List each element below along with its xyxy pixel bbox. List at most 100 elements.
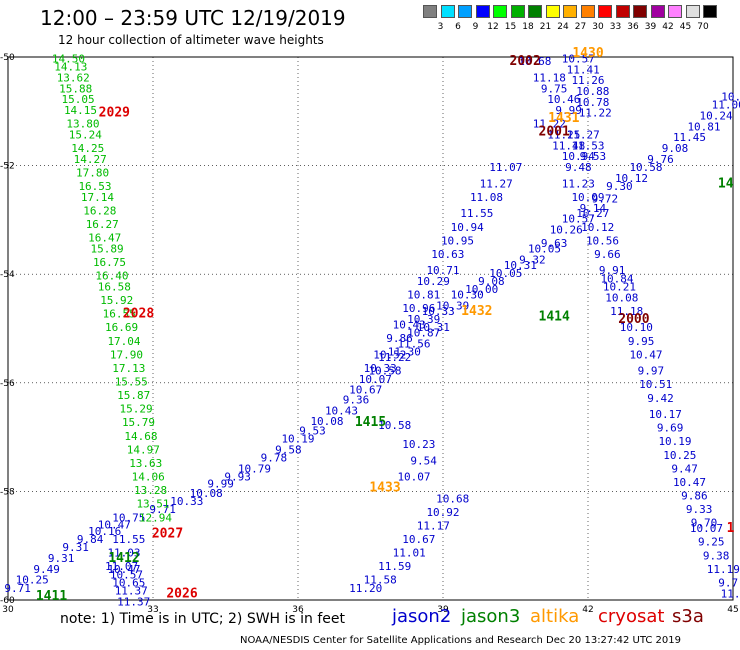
jason3-wave-height: 16.55 — [103, 308, 136, 321]
jason2-wave-height: 9.48 — [565, 161, 592, 174]
jason2-wave-height: 9.72 — [592, 193, 619, 206]
jason2-wave-height: 11.20 — [349, 582, 382, 595]
jason2-wave-height: 9.25 — [698, 536, 725, 549]
jason2-wave-height: 10.87 — [407, 327, 440, 340]
jason2-wave-height: 10.78 — [576, 96, 609, 109]
jason3-wave-height: 14.15 — [64, 104, 97, 117]
jason2-wave-height: 10.43 — [325, 404, 358, 417]
jason2-wave-height: 9.78 — [261, 452, 288, 465]
jason2-wave-height: 11.59 — [378, 560, 411, 573]
track-time-label: 1412 — [108, 551, 139, 566]
jason2-wave-height: 10.63 — [431, 248, 464, 261]
jason2-wave-height: 9.49 — [33, 563, 60, 576]
jason2-wave-height: 11.01 — [393, 547, 426, 560]
y-tick-label: -60 — [0, 596, 15, 606]
jason2-wave-height: 10.17 — [649, 408, 682, 421]
jason3-wave-height: 13.80 — [66, 118, 99, 131]
jason2-wave-height: 10.46 — [547, 93, 580, 106]
jason3-wave-height: 17.90 — [110, 348, 143, 361]
color-scale-label: 42 — [662, 22, 674, 32]
color-swatch — [563, 5, 577, 18]
x-tick-label: 42 — [582, 605, 593, 615]
jason2-wave-height: 11.22 — [579, 107, 612, 120]
satellite-legend-altika: altika — [530, 606, 580, 627]
jason3-wave-height: 16.69 — [105, 321, 138, 334]
jason3-wave-height: 16.53 — [78, 180, 111, 193]
jason2-wave-height: 11.58 — [364, 574, 397, 587]
jason2-wave-height: 9.99 — [555, 104, 582, 117]
color-scale-label: 70 — [697, 22, 709, 32]
jason2-wave-height: 10.58 — [368, 365, 401, 378]
chart-subtitle: 12 hour collection of altimeter wave hei… — [58, 33, 324, 47]
jason2-wave-height: 10.47 — [673, 476, 706, 489]
jason2-wave-height: 10.12 — [615, 172, 648, 185]
jason3-wave-height: 16.47 — [88, 232, 121, 245]
jason2-wave-height: 10.79 — [238, 462, 271, 475]
jason2-wave-height: 11.26 — [571, 74, 604, 87]
jason2-wave-height: 9.14 — [580, 202, 607, 215]
jason2-wave-height: 9.99 — [207, 478, 234, 491]
jason2-wave-height: 11.56 — [397, 338, 430, 351]
satellite-legend-jason2: jason2 — [392, 606, 452, 627]
jason2-wave-height: 10.81 — [687, 120, 720, 133]
color-swatch — [650, 5, 665, 18]
track-time-label: 2001 — [539, 125, 570, 140]
jason3-wave-height: 13.51 — [136, 498, 169, 511]
jason2-wave-height: 10.07 — [359, 373, 392, 386]
jason2-wave-height: 10.47 — [98, 518, 131, 531]
track-time-label: 1414 — [539, 309, 570, 324]
track-time-label: 14 — [718, 176, 734, 191]
satellite-legend-s3a: s3a — [672, 606, 704, 627]
jason3-wave-height: 14.25 — [71, 142, 104, 155]
jason2-wave-height: 11.48 — [552, 139, 585, 152]
jason2-wave-height: 11.23 — [562, 177, 595, 190]
track-time-label: 1431 — [548, 111, 579, 126]
jason2-wave-height: 11.22 — [533, 118, 566, 131]
jason2-wave-height: 10.10 — [620, 321, 653, 334]
jason2-wave-height: 11.03 — [107, 547, 140, 560]
jason3-wave-height: 13.63 — [129, 457, 162, 470]
jason2-wave-height: 10.47 — [107, 563, 140, 576]
color-swatch — [668, 5, 682, 18]
jason2-wave-height: 11.41 — [567, 63, 600, 76]
jason2-wave-height: 11.45 — [673, 131, 706, 144]
jason2-wave-height: 10.12 — [581, 221, 614, 234]
jason3-wave-height: 15.24 — [69, 128, 102, 141]
jason2-wave-height: 10.68 — [518, 55, 551, 68]
jason3-wave-height: 16.28 — [83, 204, 116, 217]
jason2-wave-height: 10.08 — [190, 487, 223, 500]
y-tick-label: -54 — [0, 270, 15, 280]
jason2-wave-height: 10.07 — [397, 471, 430, 484]
jason2-wave-height: 10.51 — [639, 378, 672, 391]
track-time-label: 2000 — [618, 312, 649, 327]
jason2-wave-height: 10.67 — [349, 384, 382, 397]
track-time-label: 2026 — [166, 586, 197, 601]
track-time-label: 1432 — [461, 304, 492, 319]
jason2-wave-height: 9.38 — [703, 549, 730, 562]
jason2-wave-height: 11.07 — [105, 560, 138, 573]
chart-title: 12:00 – 23:59 UTC 12/19/2019 — [40, 6, 346, 30]
jason2-wave-height: 9.30 — [606, 180, 633, 193]
jason2-wave-height: 10.23 — [402, 438, 435, 451]
jason2-wave-height: 10.65 — [112, 576, 145, 589]
jason2-wave-height: 10.21 — [603, 280, 636, 293]
jason2-wave-height: 10.09 — [571, 191, 604, 204]
color-scale-label: 9 — [472, 22, 479, 32]
track-time-label: 1415 — [355, 415, 386, 430]
footer-credit: NOAA/NESDIS Center for Satellite Applica… — [240, 635, 682, 646]
color-swatch — [458, 5, 472, 18]
track-time-label: 1433 — [369, 480, 400, 495]
jason2-wave-height: 10.92 — [426, 506, 459, 519]
jason2-wave-height: 10.81 — [407, 289, 440, 302]
color-scale-label: 33 — [609, 22, 622, 32]
jason3-wave-height: 17.14 — [81, 191, 114, 204]
track-time-label: 2029 — [99, 106, 130, 121]
jason2-wave-height: 9.76 — [647, 153, 674, 166]
x-tick-label: 39 — [437, 605, 449, 615]
jason2-wave-height: 10.94 — [451, 221, 484, 234]
color-swatch — [493, 5, 507, 18]
jason2-wave-height: 10.58 — [378, 419, 411, 432]
jason3-wave-height: 15.79 — [122, 416, 155, 429]
jason2-wave-height: 10.88 — [576, 85, 609, 98]
